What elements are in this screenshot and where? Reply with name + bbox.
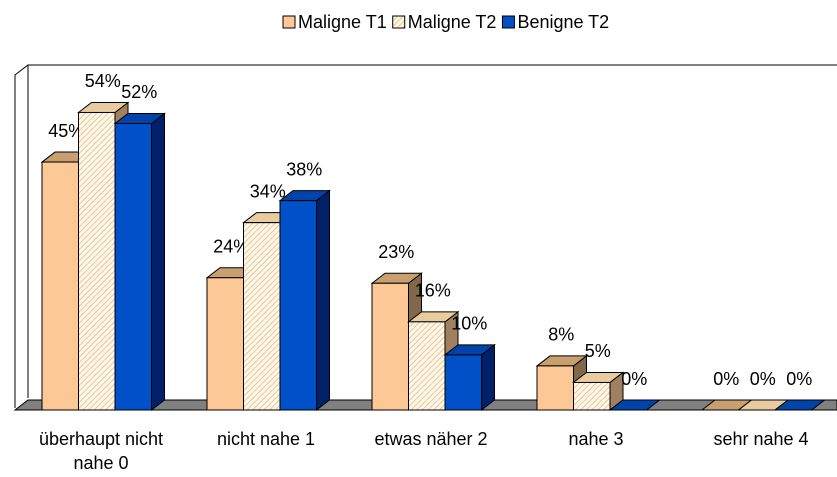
bar-front bbox=[536, 365, 574, 411]
value-label: 5% bbox=[585, 341, 611, 361]
bar bbox=[572, 371, 625, 412]
bar-front bbox=[206, 277, 244, 411]
x-tick-label: überhaupt nicht nahe 0 bbox=[38, 429, 164, 473]
bar-side bbox=[316, 189, 330, 412]
x-tick-label: sehr nahe 4 bbox=[713, 429, 809, 449]
bar-front bbox=[78, 111, 116, 411]
bar-front bbox=[371, 282, 409, 411]
bar-top bbox=[608, 399, 661, 411]
value-label: 24% bbox=[213, 237, 249, 257]
legend-swatch bbox=[392, 15, 406, 29]
bar bbox=[113, 112, 166, 412]
bar bbox=[278, 189, 331, 412]
legend-label: Benigne T2 bbox=[517, 12, 609, 32]
bar-side bbox=[151, 112, 165, 412]
bar bbox=[443, 343, 496, 412]
legend-swatch bbox=[501, 15, 515, 29]
bar-front bbox=[243, 222, 281, 411]
back-wall bbox=[14, 64, 837, 408]
bar-front bbox=[279, 200, 317, 411]
bar bbox=[773, 399, 826, 411]
value-label: 38% bbox=[286, 159, 322, 179]
value-label: 45% bbox=[48, 121, 84, 141]
value-label: 16% bbox=[415, 281, 451, 301]
legend-label: Maligne T2 bbox=[408, 12, 497, 32]
bar-front bbox=[444, 354, 482, 411]
bar-top bbox=[773, 399, 826, 411]
value-label: 10% bbox=[451, 314, 487, 334]
value-label: 34% bbox=[250, 181, 286, 201]
value-label: 8% bbox=[548, 325, 574, 345]
bar-front bbox=[41, 161, 79, 411]
bar-front bbox=[408, 321, 446, 411]
bar-front bbox=[114, 122, 152, 411]
bar bbox=[608, 399, 661, 411]
x-tick-label: nicht nahe 1 bbox=[216, 429, 316, 449]
legend-swatch bbox=[282, 15, 296, 29]
value-label: 0% bbox=[786, 369, 812, 389]
legend-label: Maligne T1 bbox=[298, 12, 387, 32]
value-label: 0% bbox=[621, 369, 647, 389]
value-label: 0% bbox=[713, 369, 739, 389]
value-label: 54% bbox=[85, 71, 121, 91]
value-label: 52% bbox=[121, 82, 157, 102]
bar-side bbox=[481, 343, 495, 412]
x-tick-label: etwas näher 2 bbox=[374, 429, 488, 449]
x-tick-label: nahe 3 bbox=[568, 429, 624, 449]
bar-front bbox=[573, 381, 611, 411]
value-label: 23% bbox=[378, 242, 414, 262]
value-label: 0% bbox=[750, 369, 776, 389]
